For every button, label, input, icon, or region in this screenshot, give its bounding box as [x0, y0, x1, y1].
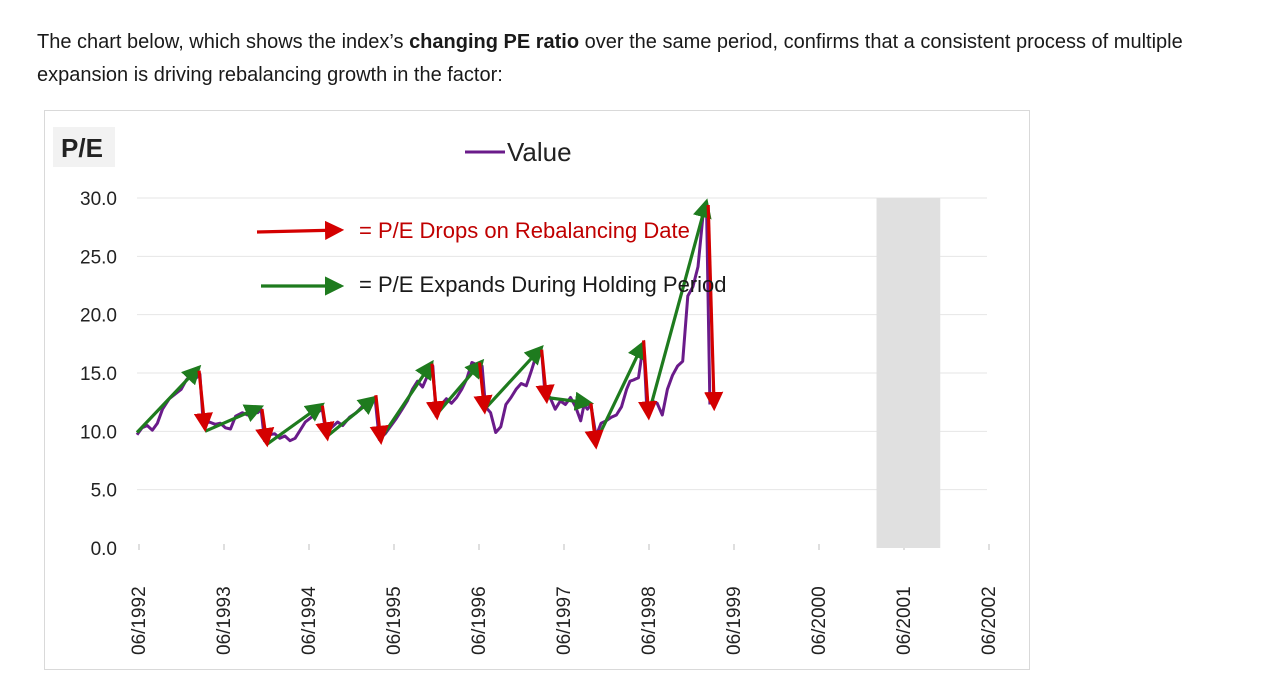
- green-expansion-arrow: [647, 198, 712, 415]
- intro-paragraph: The chart below, which shows the index’s…: [37, 26, 1247, 92]
- red-arrow-key-label: = P/E Drops on Rebalancing Date: [359, 218, 690, 243]
- y-tick-label: 0.0: [91, 539, 117, 560]
- arrow-annotations: [135, 198, 724, 450]
- green-expansion-arrow: [135, 364, 202, 434]
- red-rebalance-arrow: [473, 362, 493, 415]
- x-tick-label: 06/1999: [724, 586, 745, 655]
- x-tick-label: 06/1993: [214, 586, 235, 655]
- x-tick-label: 06/1996: [469, 586, 490, 655]
- y-axis: 30.0 25.0 20.0 15.0 10.0 5.0 0.0: [80, 189, 117, 560]
- red-rebalance-arrow: [255, 408, 275, 448]
- green-expansion-arrow: [326, 395, 378, 438]
- y-tick-label: 15.0: [80, 364, 117, 385]
- y-tick-label: 5.0: [91, 481, 117, 502]
- x-tick-label: 06/2002: [979, 586, 1000, 655]
- green-expansion-arrow: [594, 339, 646, 443]
- green-expansion-arrow: [266, 402, 325, 446]
- green-expansion-arrow: [483, 344, 544, 411]
- y-tick-label: 20.0: [80, 306, 117, 327]
- x-tick-label: 06/1995: [384, 586, 405, 655]
- green-expansion-arrow: [435, 358, 485, 415]
- x-tick-label: 06/2001: [894, 586, 915, 655]
- x-axis: 06/1992 06/1993 06/1994 06/1995 06/1996 06/19…: [129, 544, 1000, 655]
- green-arrow-key-label: = P/E Expands During Holding Period: [359, 272, 727, 297]
- red-rebalance-arrow: [315, 405, 335, 442]
- gridlines: [137, 197, 987, 491]
- red-rebalance-arrow: [369, 394, 389, 446]
- y-tick-label: 25.0: [80, 247, 117, 268]
- x-tick-label: 06/1998: [639, 586, 660, 655]
- red-rebalance-arrow: [638, 340, 658, 421]
- red-rebalance-arrow: [193, 370, 213, 433]
- y-tick-label: 10.0: [80, 422, 117, 443]
- green-expansion-arrow: [204, 404, 265, 433]
- red-rebalance-arrow: [704, 204, 724, 412]
- red-rebalance-arrow: [535, 349, 555, 405]
- chart-frame: P/E 30.0 25.0 20.0 15.0 10.0 5.0 0.0 06/1992 06…: [44, 110, 1030, 670]
- legend-label: Value: [507, 137, 572, 167]
- x-tick-label: 06/1994: [299, 586, 320, 655]
- legend: Value: [465, 137, 572, 167]
- pe-ratio-chart: P/E 30.025.020.015.010.05.00.0 06/1992 06…: [53, 127, 1000, 655]
- annotation-key-arrows: [256, 220, 345, 296]
- intro-text-start: The chart below, which shows the index’s: [37, 31, 410, 53]
- y-axis-title-bg: [53, 127, 115, 167]
- y-axis-title: P/E: [61, 133, 103, 163]
- intro-text-bold: changing PE ratio: [409, 31, 580, 53]
- y-tick-label: 30.0: [80, 189, 117, 210]
- green-expansion-arrow: [379, 359, 434, 440]
- red-rebalance-arrow: [584, 403, 604, 450]
- red-arrow-key: [256, 220, 345, 240]
- x-tick-label: 06/2000: [809, 586, 830, 655]
- shaded-region: [876, 198, 941, 548]
- intro-text-end: over the same period, confirms that a co…: [37, 31, 1183, 86]
- red-rebalance-arrow: [425, 363, 446, 421]
- x-tick-label: 06/1992: [129, 586, 150, 655]
- annotation-key: = P/E Drops on Rebalancing Date = P/E Ex…: [359, 218, 727, 297]
- recession-shade: [876, 198, 941, 548]
- x-tick-label: 06/1997: [554, 586, 575, 655]
